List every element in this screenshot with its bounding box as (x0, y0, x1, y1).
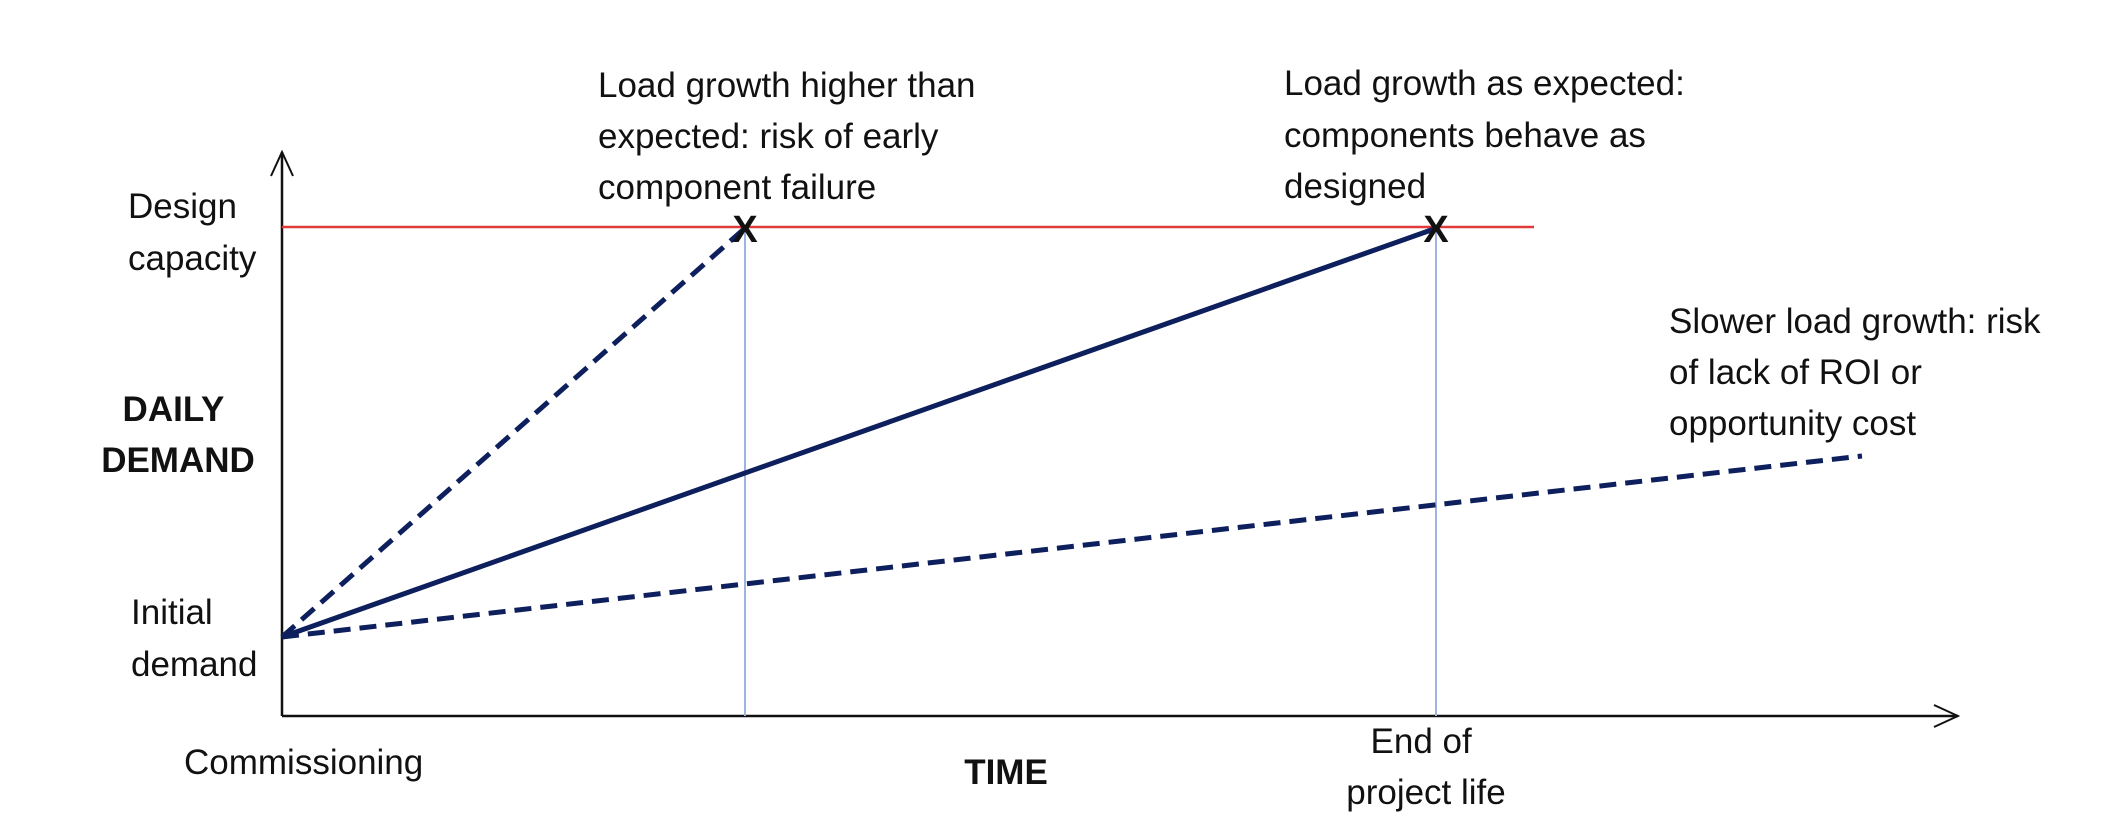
commissioning-label: Commissioning (184, 743, 423, 782)
expected-growth-line (281, 226, 1435, 640)
end-of-project-life-label: End of project life (1346, 722, 1506, 812)
design-capacity-label: Design capacity (128, 187, 257, 278)
fast-growth-note: Load growth higher than expected: risk o… (598, 66, 985, 207)
expected-growth-note: Load growth as expected: components beha… (1284, 64, 1695, 206)
x-axis-label: TIME (964, 753, 1048, 792)
y-axis-label: DAILY DEMAND (101, 390, 255, 480)
early-failure-marker: X (732, 209, 758, 251)
slow-growth-note: Slower load growth: risk of lack of ROI … (1669, 302, 2050, 443)
end-of-life-marker: X (1423, 209, 1449, 251)
slow-growth-line (281, 453, 1863, 640)
fast-growth-line (280, 227, 746, 639)
initial-demand-label: Initial demand (131, 593, 257, 684)
